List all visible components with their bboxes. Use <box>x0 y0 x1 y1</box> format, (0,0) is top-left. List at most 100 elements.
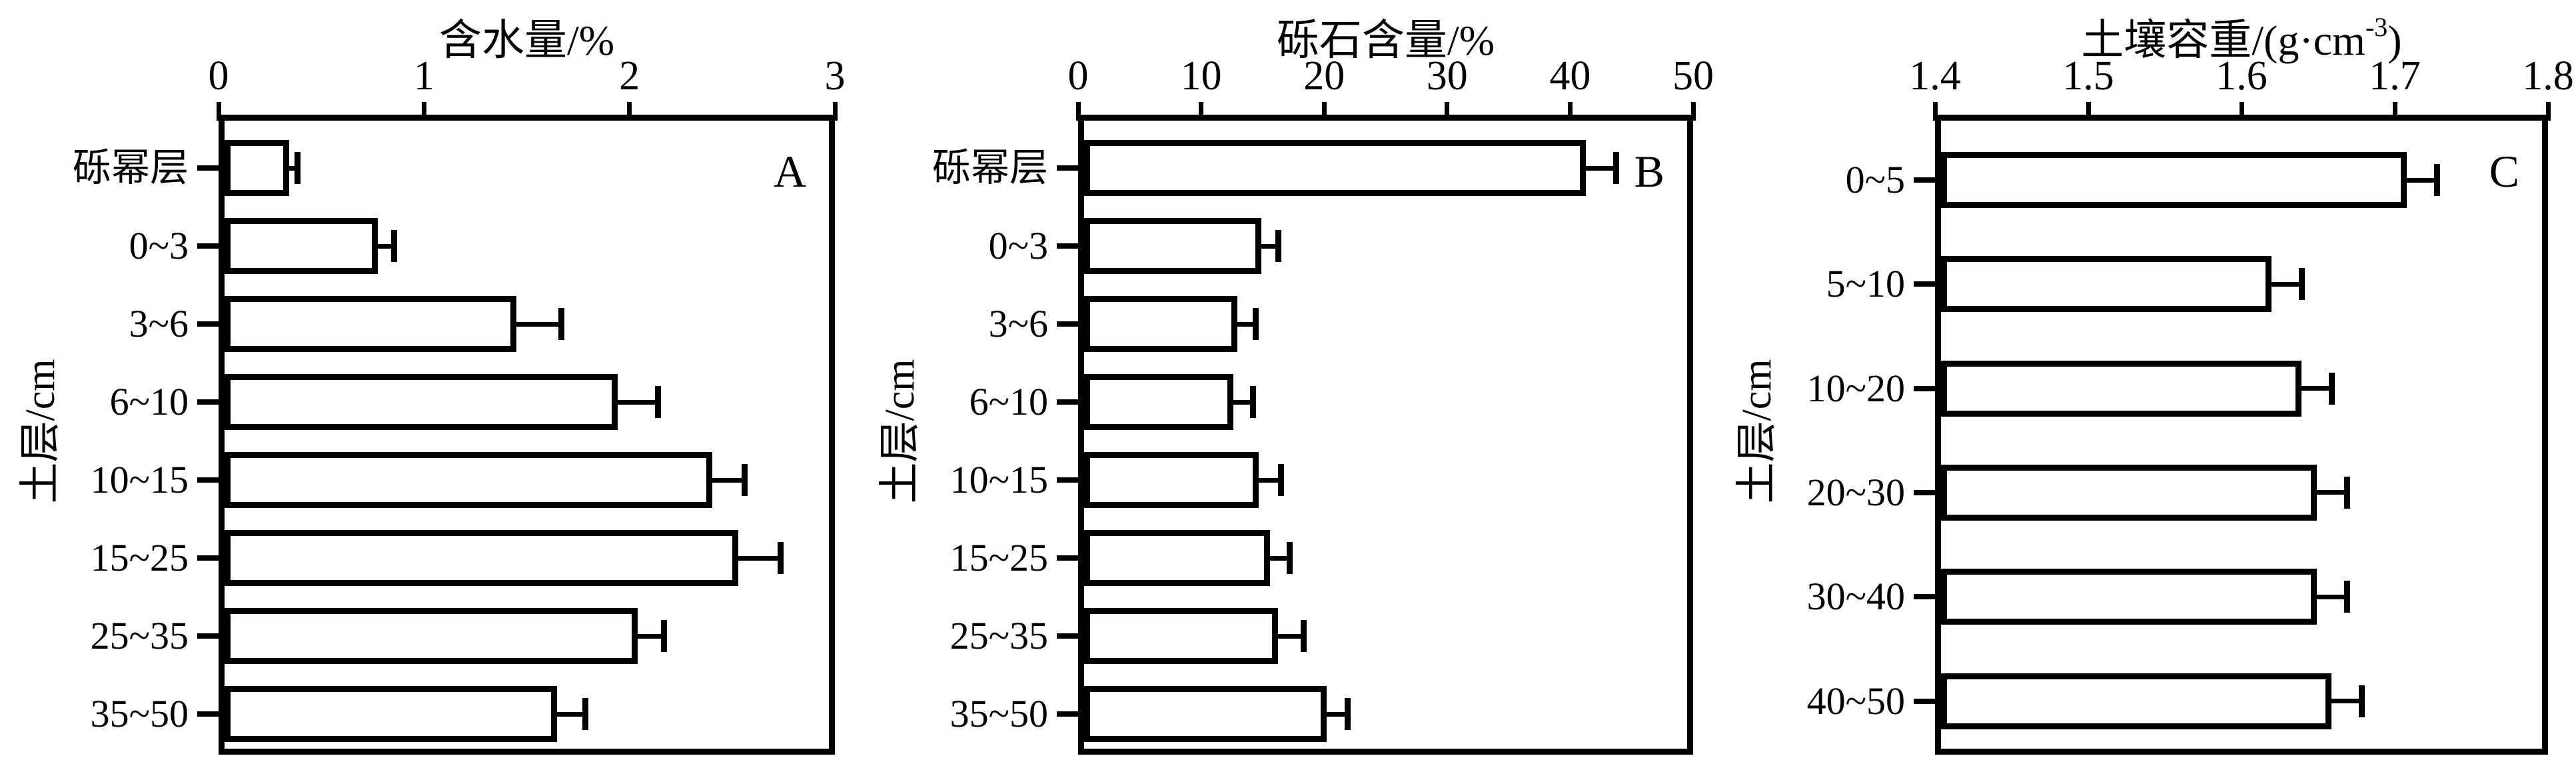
y-tick-mark <box>1057 711 1078 717</box>
x-tick-mark <box>216 102 221 121</box>
bar-40~50 <box>1941 673 2332 729</box>
bar-25~35 <box>225 608 638 664</box>
category-label-5~10: 5~10 <box>1826 262 1905 306</box>
error-bar-cap <box>1286 542 1293 574</box>
error-bar-line <box>1323 711 1347 717</box>
x-tick-label: 2 <box>619 53 640 99</box>
category-label-15~25: 15~25 <box>90 536 189 579</box>
category-label-15~25: 15~25 <box>950 536 1048 579</box>
bar-15~25 <box>1084 530 1270 586</box>
error-bar-line <box>286 165 297 171</box>
category-label-35~50: 35~50 <box>950 692 1048 735</box>
y-tick-mark <box>1057 243 1078 249</box>
bar-20~30 <box>1941 464 2317 521</box>
panel-c-axis-title: 土壤容重/(g·cm-3) <box>1888 0 2576 64</box>
y-tick-mark <box>1914 489 1935 495</box>
error-bar-cap <box>294 152 301 184</box>
bar-35~50 <box>225 686 557 742</box>
error-bar-line <box>1256 477 1281 483</box>
error-bar-cap <box>2343 476 2350 509</box>
error-bar-cap <box>1344 698 1351 730</box>
y-tick-mark <box>1914 594 1935 600</box>
x-tick-mark <box>627 102 632 121</box>
x-tick-label: 50 <box>1672 53 1714 99</box>
error-bar-cap <box>1250 386 1257 418</box>
panel-b-plot-box: 砾石含量/% 土层/cm B 0 10 20 30 40 50 砾幂层 0~3 3~6 6~10 1… <box>878 17 1714 755</box>
error-bar-line <box>554 711 586 717</box>
bar-10~15 <box>225 452 712 508</box>
panel-a-axis-title: 含水量/% <box>171 0 882 64</box>
error-bar-line <box>2313 594 2347 599</box>
x-tick-label: 3 <box>824 53 846 99</box>
error-bar-line <box>514 321 561 327</box>
panel-c-axis-title-end: ) <box>2387 17 2402 64</box>
bar-6~10 <box>225 374 618 430</box>
x-tick-mark <box>421 102 426 121</box>
category-label-3~6: 3~6 <box>988 302 1048 345</box>
bar-35~50 <box>1084 686 1327 742</box>
y-tick-mark <box>1914 385 1935 391</box>
panel-b-letter: B <box>1634 146 1664 197</box>
y-tick-mark <box>1057 321 1078 327</box>
y-tick-mark <box>1057 399 1078 405</box>
error-bar-line <box>2299 386 2332 391</box>
error-bar-line <box>1231 399 1253 405</box>
error-bar-cap <box>2359 685 2365 717</box>
y-tick-mark <box>197 243 219 249</box>
x-tick-label: 1.8 <box>2522 53 2574 99</box>
error-bar-cap <box>582 698 589 730</box>
error-bar-line <box>1234 321 1255 327</box>
bar-15~25 <box>225 530 738 586</box>
error-bar-cap <box>742 464 748 496</box>
error-bar-cap <box>1253 308 1259 340</box>
panel-c-y-axis-label: 土层/cm <box>1734 359 1780 504</box>
error-bar-cap <box>1613 152 1620 184</box>
x-tick-mark <box>832 102 838 121</box>
error-bar-cap <box>558 308 564 340</box>
panel-c-letter: C <box>2489 146 2519 197</box>
category-label-35~50: 35~50 <box>90 692 189 735</box>
bar-0~3 <box>1084 218 1262 274</box>
x-tick-mark <box>2239 102 2244 121</box>
error-bar-cap <box>2343 581 2350 613</box>
error-bar-line <box>2313 490 2347 495</box>
bar-3~6 <box>1084 296 1237 352</box>
error-bar-cap <box>2329 372 2335 405</box>
x-tick-mark <box>1321 102 1327 121</box>
category-label-0~3: 0~3 <box>988 224 1048 267</box>
bar-6~10 <box>1084 374 1234 430</box>
category-label-25~35: 25~35 <box>90 614 189 657</box>
error-bar-cap <box>655 386 662 418</box>
category-label-10~15: 10~15 <box>950 458 1048 501</box>
error-bar-line <box>374 243 394 249</box>
category-label-10~15: 10~15 <box>90 458 189 501</box>
panel-c-axis-title-sup: -3 <box>2365 12 2388 42</box>
error-bar-cap <box>390 230 397 262</box>
error-bar-line <box>614 399 658 405</box>
x-tick-label: 30 <box>1426 53 1468 99</box>
x-tick-label: 10 <box>1180 53 1222 99</box>
category-label-6~10: 6~10 <box>969 380 1048 423</box>
x-tick-label: 0 <box>1067 53 1089 99</box>
category-label-3~6: 3~6 <box>129 302 189 345</box>
panel-c-axis-title-text: 土壤容重/(g·cm <box>2081 17 2365 64</box>
bar-10~20 <box>1941 360 2302 417</box>
y-tick-mark <box>197 399 219 405</box>
bar-25~35 <box>1084 608 1279 664</box>
y-tick-mark <box>1914 177 1935 183</box>
error-bar-line <box>2269 281 2302 287</box>
error-bar-cap <box>661 620 668 652</box>
error-bar-line <box>1259 243 1279 249</box>
panel-a-letter: A <box>773 146 806 197</box>
x-tick-label: 40 <box>1549 53 1591 99</box>
y-tick-mark <box>1057 633 1078 639</box>
error-bar-line <box>2329 699 2362 703</box>
category-label-砾幂层: 砾幂层 <box>932 146 1048 189</box>
category-label-0~5: 0~5 <box>1845 158 1905 201</box>
bar-30~40 <box>1941 569 2317 625</box>
bar-砾幂层 <box>1084 140 1586 196</box>
category-label-20~30: 20~30 <box>1806 470 1905 514</box>
error-bar-cap <box>2434 164 2441 196</box>
x-tick-mark <box>1075 102 1081 121</box>
